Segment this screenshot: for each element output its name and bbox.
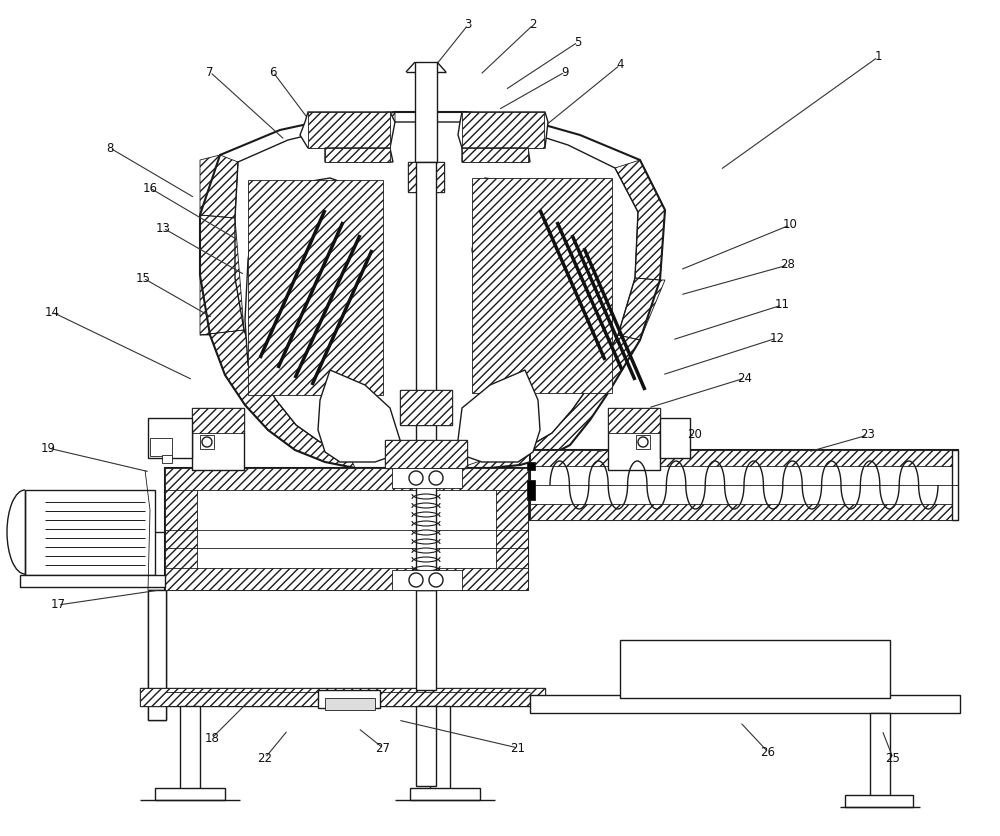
Bar — [410, 788, 480, 800]
Text: 1: 1 — [874, 50, 882, 64]
Bar — [25, 490, 155, 575]
Text: 15: 15 — [136, 272, 150, 284]
Bar — [385, 440, 467, 468]
Text: 28: 28 — [781, 258, 795, 272]
Bar — [608, 408, 660, 470]
Text: 10: 10 — [783, 218, 797, 232]
Bar — [148, 590, 166, 720]
Polygon shape — [458, 370, 540, 462]
Polygon shape — [462, 148, 530, 162]
Bar — [530, 450, 958, 520]
Bar — [530, 695, 960, 713]
Bar — [325, 148, 390, 162]
Bar — [140, 688, 545, 706]
Text: 9: 9 — [561, 65, 569, 79]
Text: 18: 18 — [205, 732, 219, 745]
Text: 26: 26 — [761, 746, 776, 758]
Bar — [165, 468, 528, 490]
Bar — [155, 788, 225, 800]
Bar — [620, 640, 890, 698]
Text: 21: 21 — [511, 742, 526, 755]
Bar — [530, 450, 958, 466]
Bar — [392, 570, 462, 590]
Text: 22: 22 — [258, 752, 272, 764]
Bar — [400, 390, 452, 425]
Text: 14: 14 — [44, 305, 60, 319]
Bar — [430, 706, 450, 791]
Text: 19: 19 — [40, 441, 56, 455]
Bar — [870, 713, 890, 798]
Bar — [165, 468, 528, 590]
Bar — [325, 698, 375, 710]
Text: 27: 27 — [376, 742, 390, 755]
Bar — [416, 706, 436, 786]
Bar — [462, 148, 528, 162]
Text: 20: 20 — [688, 429, 702, 441]
Bar — [192, 408, 244, 433]
Polygon shape — [245, 178, 380, 390]
Polygon shape — [235, 122, 638, 457]
Text: 6: 6 — [269, 65, 277, 79]
Text: 11: 11 — [774, 298, 790, 312]
Bar — [20, 575, 165, 587]
Bar — [318, 690, 380, 708]
Bar — [462, 112, 544, 148]
Text: 25: 25 — [886, 752, 900, 764]
Polygon shape — [458, 112, 548, 148]
Text: 16: 16 — [143, 181, 158, 195]
Bar — [660, 418, 690, 458]
Bar — [527, 462, 535, 470]
Bar — [385, 440, 467, 468]
Bar — [180, 706, 200, 791]
Polygon shape — [325, 148, 393, 162]
Bar — [200, 435, 214, 449]
Bar — [952, 450, 958, 520]
Bar — [148, 418, 192, 458]
Bar — [248, 180, 383, 395]
Bar — [165, 468, 197, 590]
Bar — [527, 480, 535, 500]
Bar — [845, 795, 913, 807]
Bar — [416, 590, 436, 690]
Bar — [636, 435, 650, 449]
Bar — [162, 455, 172, 463]
Bar — [416, 162, 436, 472]
Bar — [530, 504, 958, 520]
Bar — [608, 408, 660, 433]
Bar — [400, 390, 452, 425]
Bar — [415, 62, 437, 172]
Bar — [150, 438, 172, 456]
Polygon shape — [472, 178, 610, 390]
Text: 4: 4 — [616, 59, 624, 72]
Polygon shape — [300, 112, 395, 148]
Bar — [472, 178, 612, 393]
Bar — [165, 568, 528, 590]
Text: 24: 24 — [738, 371, 753, 385]
Bar — [140, 688, 545, 706]
Polygon shape — [318, 370, 400, 462]
Text: 3: 3 — [464, 18, 472, 32]
Text: 12: 12 — [770, 332, 784, 344]
Bar — [496, 468, 528, 590]
Text: 2: 2 — [529, 18, 537, 32]
Bar — [192, 408, 244, 470]
Text: 23: 23 — [861, 429, 875, 441]
Text: 5: 5 — [574, 35, 582, 48]
Bar — [408, 162, 444, 192]
Text: 8: 8 — [106, 141, 114, 155]
Bar — [408, 162, 444, 192]
Polygon shape — [200, 112, 665, 468]
Bar — [392, 468, 462, 488]
Bar — [148, 590, 166, 720]
Text: 17: 17 — [50, 599, 66, 611]
Bar — [308, 112, 390, 148]
Text: 13: 13 — [156, 222, 170, 235]
Text: 7: 7 — [206, 65, 214, 79]
Bar — [416, 468, 436, 590]
